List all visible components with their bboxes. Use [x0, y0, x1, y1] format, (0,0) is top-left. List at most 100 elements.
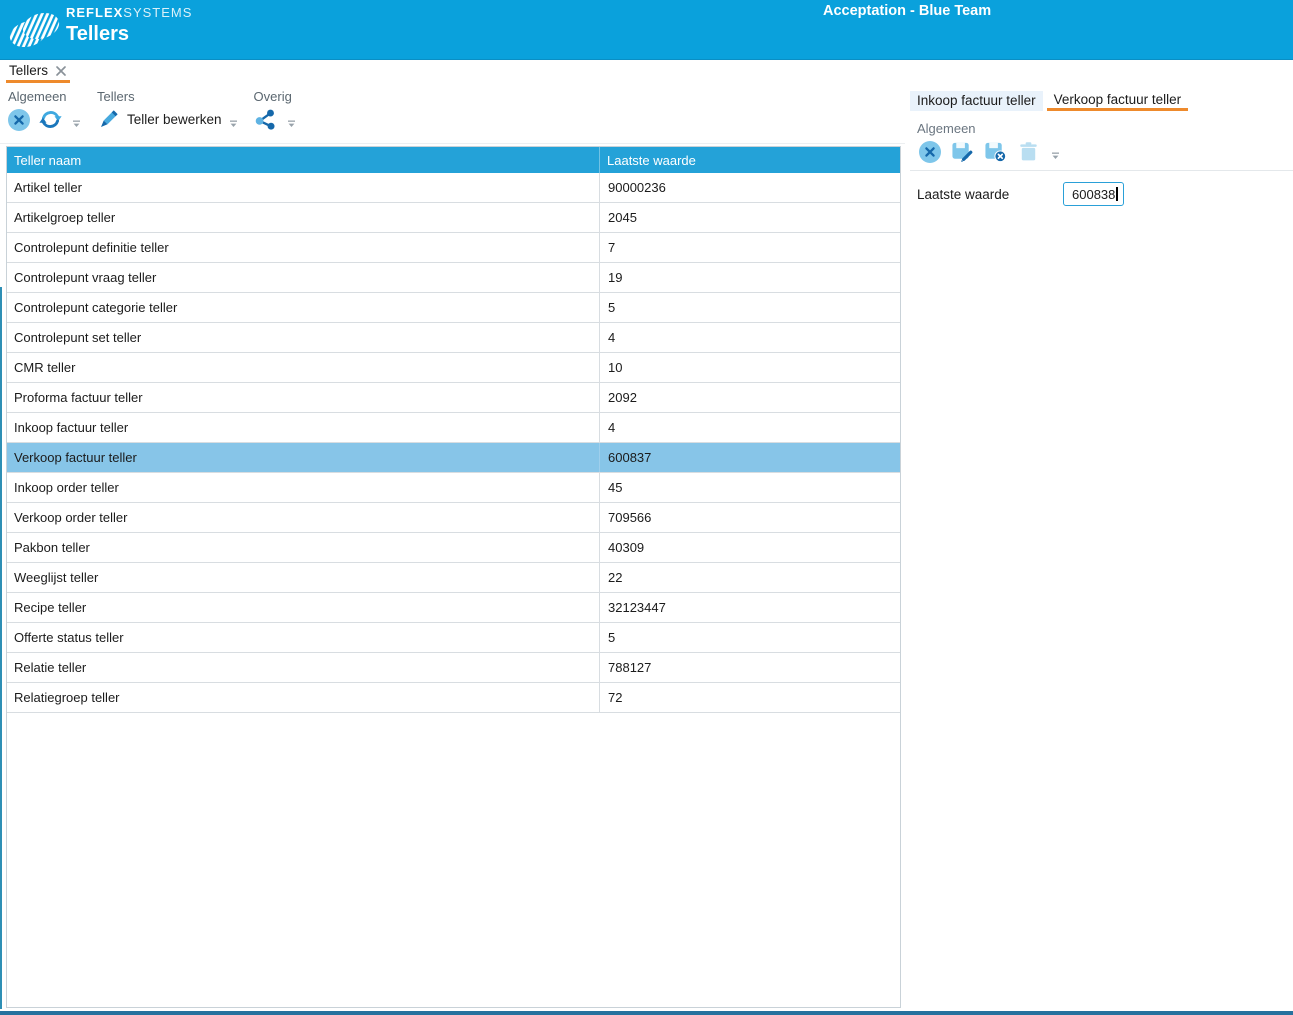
detail-toolbar: [919, 140, 1293, 163]
cell-teller-naam: Relatiegroep teller: [7, 683, 600, 712]
table-body: Artikel teller 90000236 Artikelgroep tel…: [7, 173, 900, 713]
cancel-edit-button[interactable]: [984, 140, 1007, 163]
teller-bewerken-button[interactable]: Teller bewerken: [97, 108, 222, 131]
cell-laatste-waarde: 90000236: [608, 180, 666, 195]
save-cancel-icon: [985, 142, 1007, 163]
cell-teller-naam: Artikelgroep teller: [7, 203, 600, 232]
cell-teller-naam: CMR teller: [7, 353, 600, 382]
close-circle-icon: [8, 108, 30, 131]
brand-bold: REFLEX: [66, 5, 124, 20]
tab-inkoop-factuur-teller[interactable]: Inkoop factuur teller: [910, 91, 1043, 111]
share-button[interactable]: [254, 108, 277, 131]
brand-name: REFLEXSYSTEMS: [66, 5, 192, 20]
table-row[interactable]: Weeglijst teller 22: [7, 563, 900, 593]
save-edit-button[interactable]: [951, 140, 974, 163]
table-row[interactable]: Controlepunt definitie teller 7: [7, 233, 900, 263]
tab-verkoop-factuur-teller[interactable]: Verkoop factuur teller: [1046, 90, 1189, 111]
ribbon-group-label: Tellers: [97, 89, 135, 104]
table-row[interactable]: Artikelgroep teller 2045: [7, 203, 900, 233]
brand-block: REFLEXSYSTEMS Tellers: [66, 5, 192, 46]
laatste-waarde-row: Laatste waarde 600838: [910, 182, 1293, 206]
more-options-icon[interactable]: [229, 120, 238, 128]
save-pencil-icon: [952, 142, 973, 162]
ribbon-group-overig: Overig: [254, 89, 296, 143]
cell-teller-naam: Proforma factuur teller: [7, 383, 600, 412]
cell-laatste-waarde: 7: [608, 240, 616, 255]
laatste-waarde-input[interactable]: 600838: [1063, 182, 1124, 206]
cell-teller-naam: Controlepunt vraag teller: [7, 263, 600, 292]
page-title: Tellers: [66, 23, 129, 45]
cell-laatste-waarde: 10: [608, 360, 623, 375]
left-edge-strip: [0, 287, 2, 1009]
table-row[interactable]: Relatiegroep teller 72: [7, 683, 900, 713]
document-tabbar: Tellers: [0, 60, 1293, 88]
close-detail-button[interactable]: [919, 140, 941, 163]
detail-group-label: Algemeen: [917, 121, 976, 136]
tab-tellers[interactable]: Tellers: [6, 60, 71, 83]
ribbon: Algemeen Tellers: [0, 89, 905, 144]
pencil-icon: [101, 110, 118, 127]
topbar: REFLEXSYSTEMS Tellers Acceptation - Blue…: [0, 0, 1293, 60]
cell-teller-naam: Artikel teller: [7, 173, 600, 202]
more-options-icon[interactable]: [72, 120, 81, 128]
table-row[interactable]: Controlepunt set teller 4: [7, 323, 900, 353]
table-row[interactable]: Verkoop factuur teller 600837: [7, 443, 900, 473]
table-row[interactable]: Inkoop order teller 45: [7, 473, 900, 503]
cell-laatste-waarde: 709566: [608, 510, 652, 525]
window-title: Acceptation - Blue Team: [823, 3, 992, 19]
laatste-waarde-value: 600838: [1072, 186, 1116, 202]
cell-teller-naam: Verkoop factuur teller: [7, 443, 600, 472]
table-row[interactable]: Verkoop order teller 709566: [7, 503, 900, 533]
reflex-logo-icon: [8, 7, 62, 58]
cell-laatste-waarde: 2045: [608, 210, 637, 225]
cell-teller-naam: Recipe teller: [7, 593, 600, 622]
refresh-button[interactable]: [39, 108, 62, 131]
table-row[interactable]: CMR teller 10: [7, 353, 900, 383]
ribbon-group-tellers: Tellers Teller bewerken: [97, 89, 238, 143]
cell-teller-naam: Controlepunt definitie teller: [7, 233, 600, 262]
cell-teller-naam: Pakbon teller: [7, 533, 600, 562]
more-options-icon[interactable]: [287, 120, 296, 128]
cell-laatste-waarde: 600837: [608, 450, 652, 465]
table-row[interactable]: Artikel teller 90000236: [7, 173, 900, 203]
bottom-edge-strip: [0, 1011, 1293, 1015]
close-icon[interactable]: [55, 65, 67, 77]
delete-button[interactable]: [1017, 140, 1040, 163]
column-header-laatste-waarde[interactable]: Laatste waarde: [607, 152, 696, 168]
cell-laatste-waarde: 45: [608, 480, 623, 495]
cell-laatste-waarde: 4: [608, 420, 616, 435]
cell-laatste-waarde: 5: [608, 300, 616, 315]
ribbon-group-label: Algemeen: [8, 89, 67, 104]
table-row[interactable]: Pakbon teller 40309: [7, 533, 900, 563]
detail-panel: Inkoop factuur teller Verkoop factuur te…: [910, 89, 1293, 1008]
trash-icon: [1020, 142, 1037, 161]
laatste-waarde-label: Laatste waarde: [917, 186, 1010, 202]
cell-laatste-waarde: 4: [608, 330, 616, 345]
table-header[interactable]: Teller naam Laatste waarde: [7, 147, 900, 173]
column-header-teller-naam[interactable]: Teller naam: [7, 147, 600, 173]
detail-tabbar: Inkoop factuur teller Verkoop factuur te…: [910, 89, 1293, 111]
cell-teller-naam: Relatie teller: [7, 653, 600, 682]
table-row[interactable]: Controlepunt categorie teller 5: [7, 293, 900, 323]
cell-teller-naam: Inkoop factuur teller: [7, 413, 600, 442]
close-view-button[interactable]: [8, 108, 30, 131]
table-row[interactable]: Inkoop factuur teller 4: [7, 413, 900, 443]
cell-laatste-waarde: 22: [608, 570, 623, 585]
close-circle-icon: [919, 140, 941, 163]
share-icon: [255, 109, 275, 130]
cell-laatste-waarde: 72: [608, 690, 623, 705]
more-options-icon[interactable]: [1051, 152, 1060, 160]
refresh-icon: [39, 111, 62, 128]
ribbon-group-algemeen: Algemeen: [8, 89, 81, 143]
ribbon-group-label: Overig: [253, 89, 292, 104]
tab-tellers-label: Tellers: [9, 63, 49, 78]
table-row[interactable]: Recipe teller 32123447: [7, 593, 900, 623]
table-row[interactable]: Controlepunt vraag teller 19: [7, 263, 900, 293]
table-row[interactable]: Relatie teller 788127: [7, 653, 900, 683]
brand-light: SYSTEMS: [123, 5, 193, 20]
cell-teller-naam: Controlepunt categorie teller: [7, 293, 600, 322]
cell-teller-naam: Weeglijst teller: [7, 563, 600, 592]
table-row[interactable]: Proforma factuur teller 2092: [7, 383, 900, 413]
teller-bewerken-label: Teller bewerken: [127, 112, 222, 127]
table-row[interactable]: Offerte status teller 5: [7, 623, 900, 653]
